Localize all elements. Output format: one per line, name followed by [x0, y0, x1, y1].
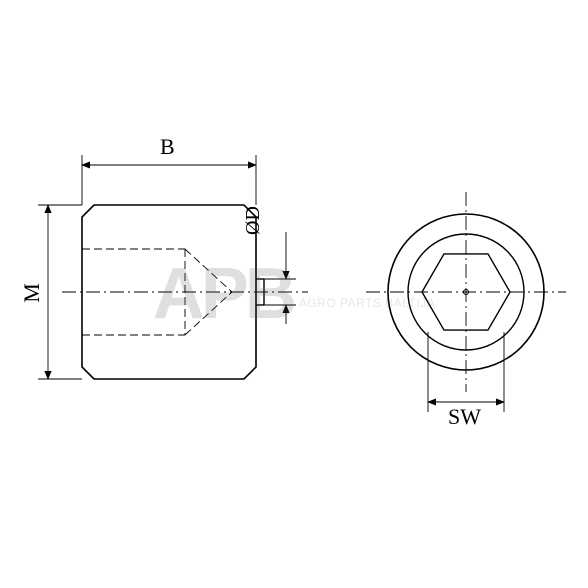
- dim-label-m: M: [19, 283, 45, 303]
- diagram-container: B M ØD SW APB AGRO PARTS BALTIJA: [0, 0, 588, 588]
- side-view: [38, 155, 308, 379]
- front-view: [366, 192, 566, 412]
- technical-drawing-svg: [0, 0, 588, 588]
- dim-label-d: ØD: [242, 206, 265, 235]
- dim-label-b: B: [160, 134, 175, 160]
- dim-label-sw: SW: [448, 404, 481, 430]
